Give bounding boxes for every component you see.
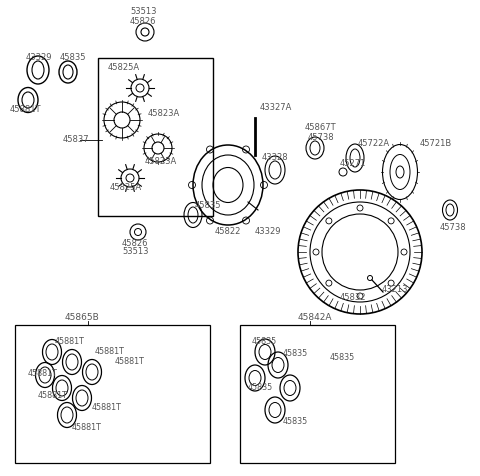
Text: 45835: 45835: [248, 384, 273, 393]
Text: 43329: 43329: [255, 228, 281, 237]
Text: 53513: 53513: [130, 8, 156, 17]
Text: 45881T: 45881T: [28, 369, 58, 378]
Text: 45823A: 45823A: [148, 109, 180, 118]
Text: 45835: 45835: [195, 200, 221, 209]
Text: 45881T: 45881T: [92, 403, 122, 411]
Text: 43213: 43213: [382, 286, 408, 295]
Text: 45825A: 45825A: [108, 62, 140, 71]
Text: 43327A: 43327A: [260, 102, 292, 111]
Text: 45881T: 45881T: [72, 423, 102, 432]
Text: 45722A: 45722A: [358, 139, 390, 148]
Text: 45826: 45826: [122, 239, 148, 248]
Bar: [240, 325, 395, 463]
Text: 45835: 45835: [60, 53, 86, 62]
Text: 45822: 45822: [215, 228, 241, 237]
Text: 45721B: 45721B: [420, 139, 452, 148]
Text: 45837: 45837: [63, 136, 90, 145]
Text: 43329: 43329: [26, 53, 52, 62]
Text: 45835: 45835: [252, 337, 277, 346]
Text: 45825A: 45825A: [110, 184, 142, 192]
Text: 45881T: 45881T: [10, 106, 41, 115]
Text: 45881T: 45881T: [95, 347, 125, 356]
Text: 45881T: 45881T: [115, 357, 145, 367]
Text: 45271: 45271: [340, 159, 366, 168]
Text: 45738: 45738: [440, 224, 467, 232]
Text: 45842A: 45842A: [298, 313, 332, 321]
Text: 45826: 45826: [130, 17, 156, 26]
Text: 45867T: 45867T: [305, 123, 336, 132]
Text: 43328: 43328: [262, 153, 288, 162]
Text: 45881T: 45881T: [55, 337, 85, 346]
Text: 45835: 45835: [330, 354, 355, 363]
Text: 45832: 45832: [340, 294, 367, 303]
Text: 45881T: 45881T: [38, 390, 68, 399]
Text: 45835: 45835: [283, 417, 308, 426]
Text: 53513: 53513: [122, 248, 148, 257]
Text: 45865B: 45865B: [65, 313, 99, 321]
Bar: [98, 58, 213, 216]
Text: 45835: 45835: [283, 348, 308, 357]
Bar: [15, 325, 210, 463]
Text: 45738: 45738: [308, 133, 335, 142]
Text: 45823A: 45823A: [145, 158, 177, 167]
